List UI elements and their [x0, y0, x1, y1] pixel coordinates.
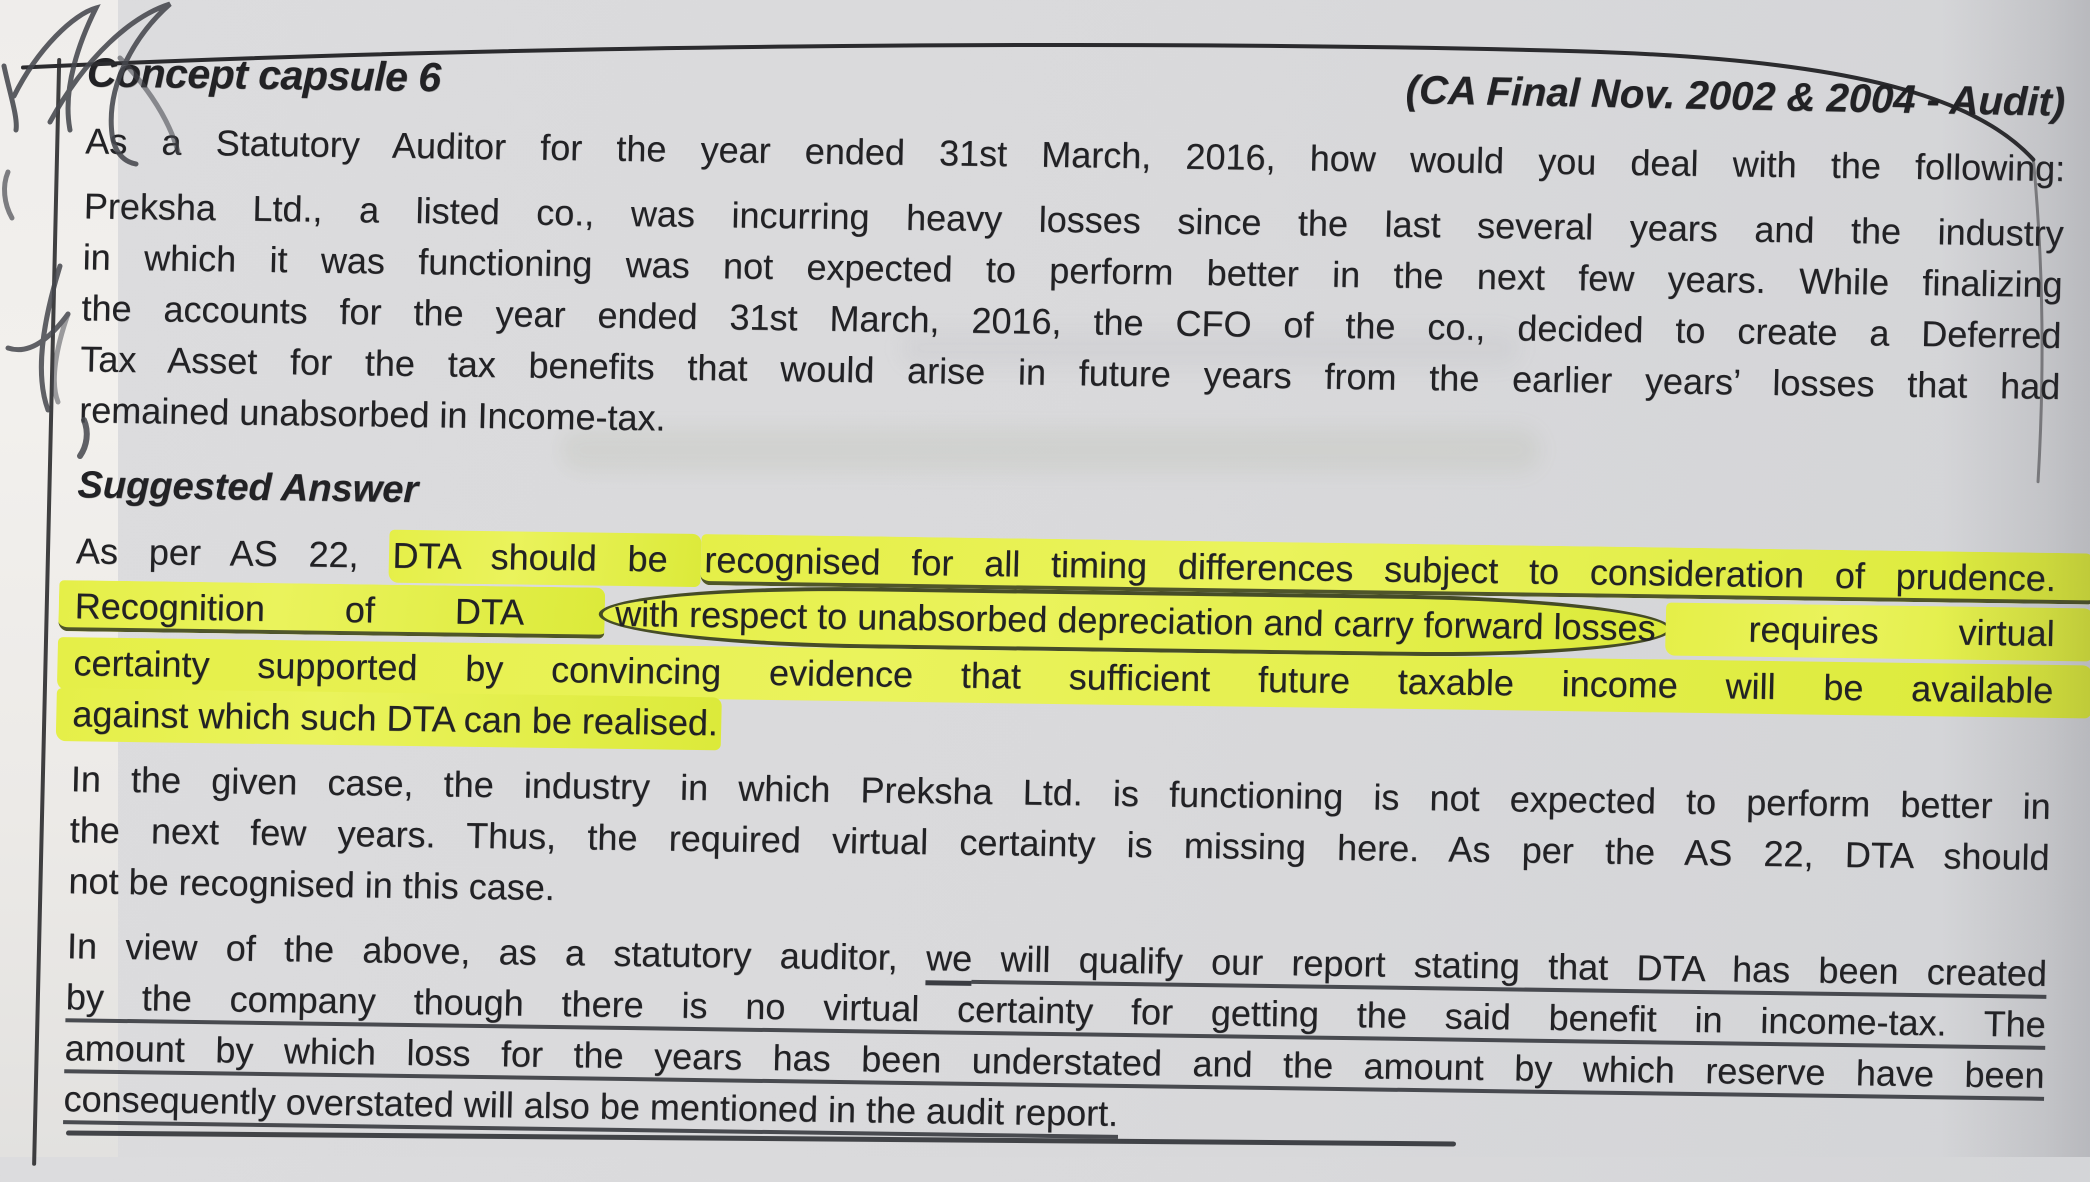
edge-pen-mark	[2, 169, 15, 221]
capsule-box-border	[21, 43, 2044, 1166]
bleedthrough-smudge	[560, 428, 1540, 472]
pen-scribble-doodle	[1, 1, 181, 167]
margin-pen-mark	[5, 263, 90, 459]
capsule-sheet: Concept capsule 6 (CA Final Nov. 2002 & …	[21, 24, 2090, 1182]
page-left-margin	[0, 0, 118, 1157]
bleedthrough-smudge	[900, 330, 1520, 366]
